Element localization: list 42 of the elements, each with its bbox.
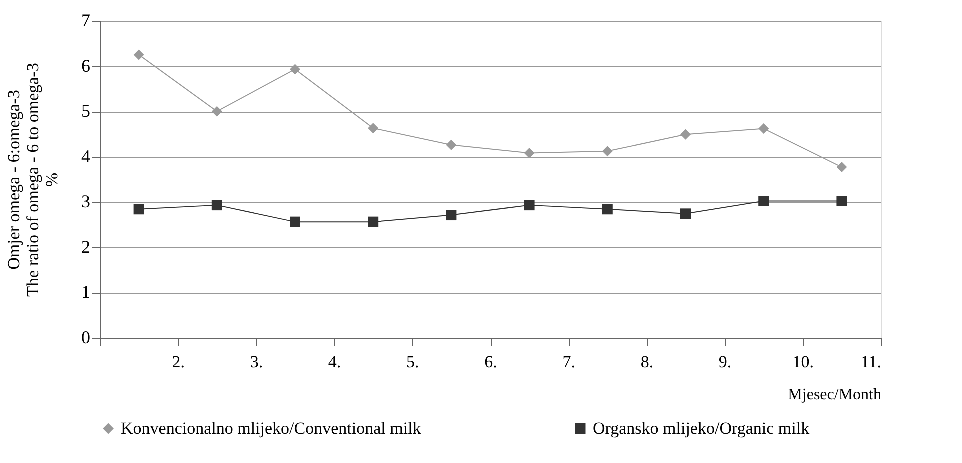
point bbox=[602, 146, 613, 157]
x-tick-label: 9. bbox=[718, 352, 732, 372]
y-tick-label: 1 bbox=[82, 282, 90, 302]
point bbox=[836, 196, 848, 206]
y-tick-label: 5 bbox=[82, 101, 90, 122]
y-tick-label: 2 bbox=[82, 236, 90, 257]
x-tick-label: 11. bbox=[860, 352, 882, 372]
point bbox=[368, 123, 379, 134]
x-tick-label: 5. bbox=[406, 352, 420, 372]
point bbox=[524, 200, 535, 211]
point bbox=[212, 200, 222, 211]
y-tick-label: 7 bbox=[82, 10, 90, 30]
legend-label: Konvencionalno mlijeko/Conventional milk bbox=[121, 418, 422, 438]
x-tick-label: 8. bbox=[640, 352, 654, 372]
x-tick-label: 7. bbox=[562, 352, 576, 372]
x-tick-label: 3. bbox=[250, 352, 264, 372]
x-axis-title: Mjesec/Month bbox=[788, 386, 882, 404]
point bbox=[212, 106, 222, 117]
y-tick-label: 3 bbox=[82, 192, 90, 212]
point bbox=[368, 216, 379, 228]
y-axis-title: Omjer omega - 6:omega-3 The ratio of omega - 6 to omega-3 % bbox=[4, 63, 62, 297]
x-tick-label: 10. bbox=[792, 352, 814, 372]
point bbox=[134, 50, 144, 60]
legend-label: Organsko mlijeko/Organic milk bbox=[593, 418, 810, 438]
point bbox=[680, 129, 691, 140]
point bbox=[446, 140, 457, 150]
x-tick-label: 6. bbox=[484, 352, 498, 372]
point bbox=[134, 204, 144, 215]
x-tick-label: 4. bbox=[328, 352, 342, 372]
x-tick-label: 2. bbox=[172, 352, 185, 372]
point bbox=[290, 64, 300, 75]
point bbox=[836, 162, 848, 173]
point bbox=[758, 196, 770, 206]
y-tick-label: 4 bbox=[82, 146, 90, 166]
point bbox=[602, 204, 613, 215]
point bbox=[758, 124, 770, 134]
y-tick-label: 6 bbox=[82, 56, 90, 76]
y-tick-label: 0 bbox=[82, 328, 90, 348]
point bbox=[524, 148, 535, 158]
point bbox=[290, 216, 300, 228]
point bbox=[446, 210, 457, 221]
point bbox=[680, 208, 691, 220]
